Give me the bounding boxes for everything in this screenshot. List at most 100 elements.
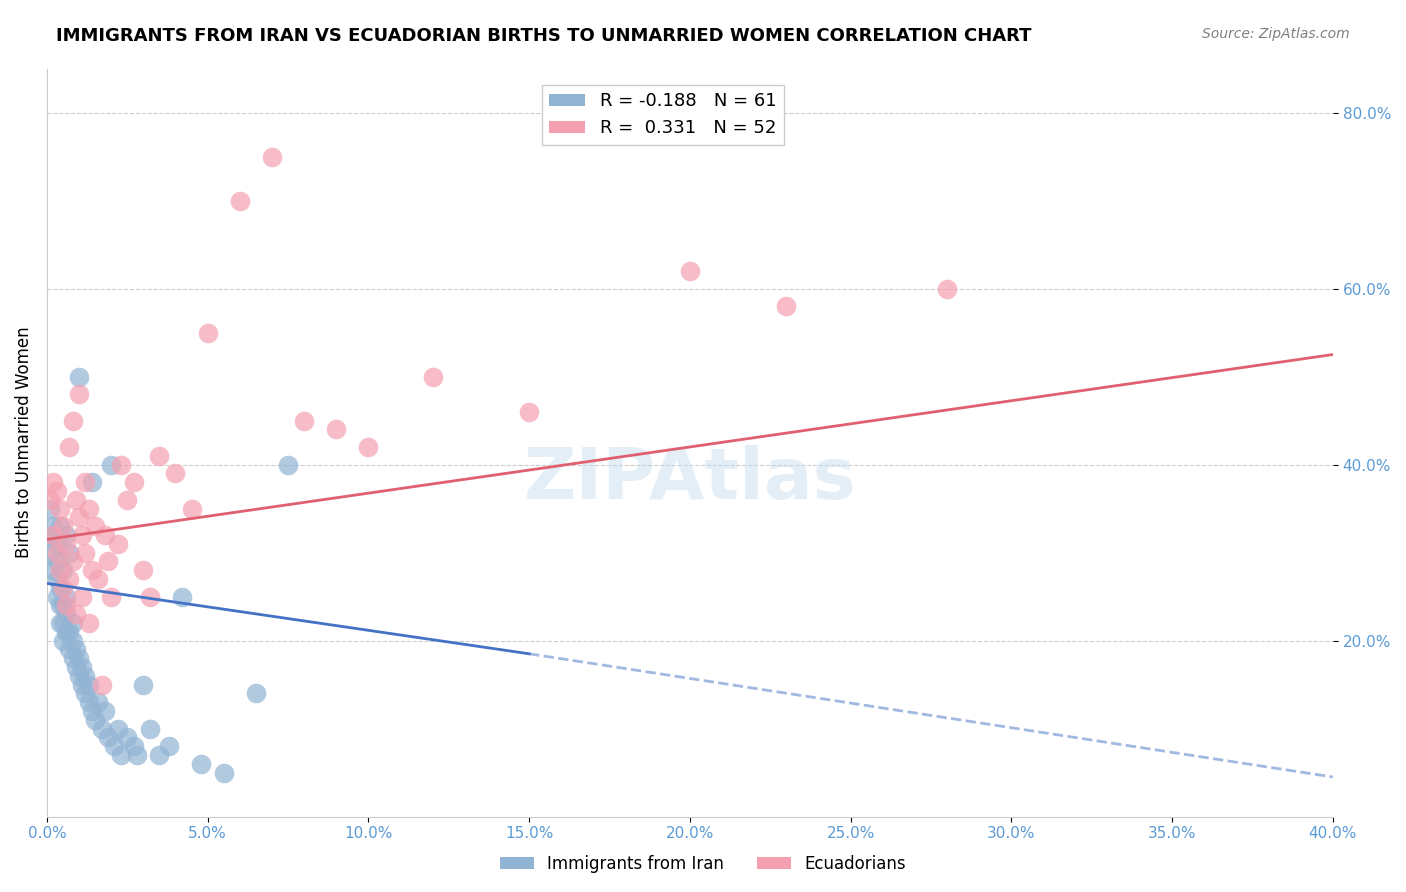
Point xyxy=(100,458,122,472)
Point xyxy=(75,475,97,490)
Point xyxy=(48,615,70,630)
Point xyxy=(180,501,202,516)
Point xyxy=(277,458,299,472)
Point xyxy=(212,765,235,780)
Point xyxy=(117,492,139,507)
Point xyxy=(48,563,70,577)
Point xyxy=(936,281,959,295)
Point xyxy=(62,633,84,648)
Point xyxy=(325,422,347,436)
Point xyxy=(58,545,80,559)
Point xyxy=(45,537,67,551)
Point xyxy=(67,651,90,665)
Point xyxy=(62,413,84,427)
Point xyxy=(260,149,283,163)
Point xyxy=(148,449,170,463)
Point xyxy=(94,704,117,718)
Point xyxy=(775,299,797,313)
Point xyxy=(58,572,80,586)
Point xyxy=(139,722,162,736)
Point xyxy=(107,537,129,551)
Point xyxy=(132,563,155,577)
Point xyxy=(48,581,70,595)
Point xyxy=(90,677,112,691)
Point xyxy=(679,264,702,278)
Text: IMMIGRANTS FROM IRAN VS ECUADORIAN BIRTHS TO UNMARRIED WOMEN CORRELATION CHART: IMMIGRANTS FROM IRAN VS ECUADORIAN BIRTH… xyxy=(56,27,1032,45)
Point xyxy=(125,747,148,762)
Text: Source: ZipAtlas.com: Source: ZipAtlas.com xyxy=(1202,27,1350,41)
Point xyxy=(80,704,103,718)
Point xyxy=(122,475,145,490)
Point xyxy=(45,554,67,568)
Point xyxy=(42,563,65,577)
Text: ZIPAtlas: ZIPAtlas xyxy=(523,445,856,515)
Point xyxy=(45,483,67,498)
Point xyxy=(107,722,129,736)
Point xyxy=(58,440,80,454)
Point xyxy=(229,194,252,208)
Point xyxy=(110,747,132,762)
Point xyxy=(357,440,380,454)
Point xyxy=(48,599,70,613)
Point xyxy=(103,739,125,754)
Point xyxy=(292,413,315,427)
Point xyxy=(90,722,112,736)
Point xyxy=(245,686,267,700)
Point xyxy=(197,326,219,340)
Point xyxy=(42,528,65,542)
Point xyxy=(122,739,145,754)
Point xyxy=(84,713,107,727)
Point xyxy=(55,607,77,622)
Point xyxy=(110,458,132,472)
Point xyxy=(132,677,155,691)
Point xyxy=(94,528,117,542)
Point xyxy=(42,475,65,490)
Point xyxy=(42,519,65,533)
Point xyxy=(75,686,97,700)
Point xyxy=(97,554,120,568)
Point xyxy=(87,572,110,586)
Point xyxy=(62,554,84,568)
Point xyxy=(65,660,87,674)
Point xyxy=(45,590,67,604)
Point xyxy=(62,615,84,630)
Point xyxy=(70,528,93,542)
Point xyxy=(39,492,62,507)
Point xyxy=(517,405,540,419)
Point xyxy=(39,501,62,516)
Point xyxy=(422,369,444,384)
Point xyxy=(52,615,75,630)
Y-axis label: Births to Unmarried Women: Births to Unmarried Women xyxy=(15,326,32,558)
Point xyxy=(170,590,193,604)
Point xyxy=(52,633,75,648)
Point xyxy=(67,669,90,683)
Point xyxy=(97,731,120,745)
Point xyxy=(65,642,87,657)
Point xyxy=(48,501,70,516)
Point xyxy=(62,651,84,665)
Point xyxy=(70,677,93,691)
Point xyxy=(55,537,77,551)
Point xyxy=(80,563,103,577)
Point xyxy=(190,756,212,771)
Point xyxy=(52,563,75,577)
Point xyxy=(75,669,97,683)
Point xyxy=(117,731,139,745)
Point xyxy=(77,695,100,709)
Point xyxy=(48,519,70,533)
Point xyxy=(55,624,77,639)
Point xyxy=(148,747,170,762)
Point xyxy=(139,590,162,604)
Point xyxy=(67,369,90,384)
Legend: Immigrants from Iran, Ecuadorians: Immigrants from Iran, Ecuadorians xyxy=(494,848,912,880)
Point xyxy=(39,545,62,559)
Point xyxy=(45,572,67,586)
Point xyxy=(67,510,90,524)
Legend: R = -0.188   N = 61, R =  0.331   N = 52: R = -0.188 N = 61, R = 0.331 N = 52 xyxy=(543,85,783,145)
Point xyxy=(45,545,67,559)
Point xyxy=(65,607,87,622)
Point xyxy=(100,590,122,604)
Point xyxy=(75,545,97,559)
Point xyxy=(55,590,77,604)
Point xyxy=(77,677,100,691)
